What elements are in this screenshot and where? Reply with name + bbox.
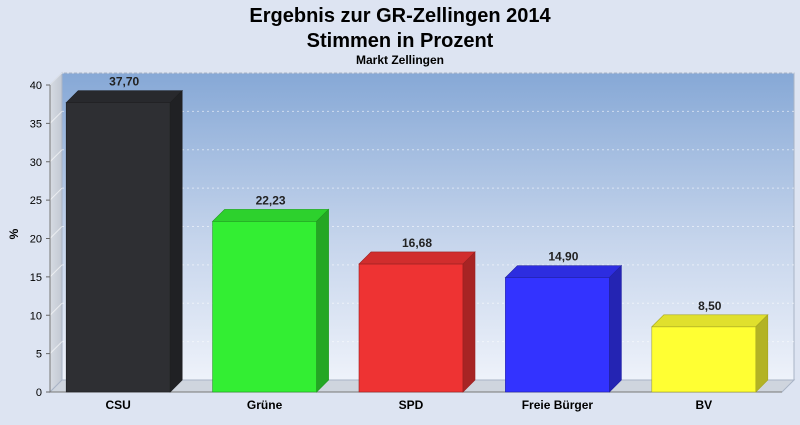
y-tick-label: 10 [30,310,42,322]
bar [65,89,183,393]
bar-value-label: 22,23 [256,193,286,207]
x-tick-label: Grüne [247,398,283,412]
bar-top [504,265,623,278]
bar-front [212,221,317,393]
y-tick-label: 25 [30,195,42,207]
y-tick-label: 0 [36,387,42,399]
bar [358,251,476,393]
y-tick-label: 5 [36,349,42,361]
chart-caption: Markt Zellingen [356,53,444,67]
bar-side [755,314,769,393]
bar-value-label: 14,90 [548,250,578,264]
bar-front [651,326,757,393]
bar-front [505,277,610,393]
y-tick-label: 40 [30,80,42,92]
y-axis-label: % [7,228,21,239]
gridline-wall [49,149,63,163]
x-tick-label: SPD [399,398,424,412]
y-tick-label: 30 [30,157,42,169]
bar [211,208,330,393]
bar-top [651,314,769,328]
gridline-wall [49,111,63,124]
gridline-wall [49,187,63,201]
bar-front [65,102,171,393]
plot-area: 0 5 10 15 20 25 30 35 40 37,70 CSU 22,23 Grüne 16,68 S… [30,71,796,412]
x-tick-label: BV [695,398,712,412]
gridline-wall [49,302,63,316]
bar-side [609,264,622,393]
bar-side [316,208,329,393]
bar-top [358,251,476,265]
gridline-wall [49,341,63,354]
bar-side [169,89,183,393]
y-tick-label: 35 [30,118,42,130]
bar-side [462,251,476,393]
gridline-wall [49,264,63,278]
x-tick-label: CSU [106,398,131,412]
bar-top [65,90,183,103]
chart-subtitle: Stimmen in Prozent [307,30,494,52]
y-tick-label: 15 [30,272,42,284]
x-tick-label: Freie Bürger [522,398,594,412]
gridline-wall [49,226,63,239]
bar-value-label: 37,70 [109,75,139,89]
bar-value-label: 8,50 [698,299,722,313]
chart-title: Ergebnis zur GR-Zellingen 2014 [249,5,551,27]
bar [651,314,769,393]
bar-value-label: 16,68 [402,236,432,250]
gridline-wall [49,72,63,86]
bar-top [211,209,330,222]
bar-front [358,263,464,393]
bar [504,264,623,393]
y-tick-label: 20 [30,234,42,246]
